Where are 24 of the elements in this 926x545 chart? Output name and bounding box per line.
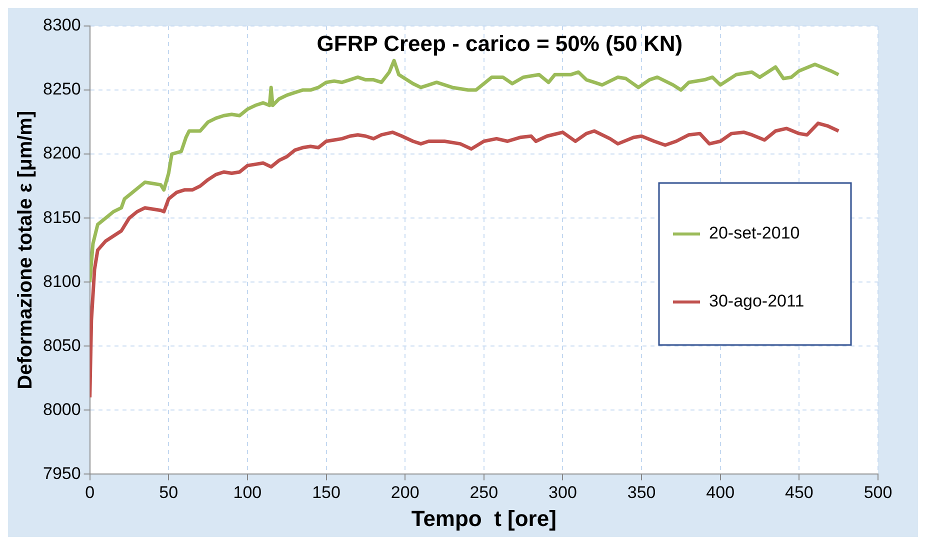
x-tick-label: 450 <box>784 483 814 502</box>
legend-label: 30-ago-2011 <box>709 292 804 311</box>
y-tick-label: 7950 <box>42 464 81 483</box>
y-tick-label: 8250 <box>42 80 81 99</box>
chart-title: GFRP Creep - carico = 50% (50 KN) <box>316 31 683 56</box>
y-tick-label: 8150 <box>42 208 81 227</box>
y-tick-label: 8200 <box>42 144 81 163</box>
x-tick-label: 200 <box>390 483 420 502</box>
legend-label: 20-set-2010 <box>709 224 800 243</box>
y-tick-label: 8100 <box>42 272 81 291</box>
x-tick-label: 500 <box>864 483 892 502</box>
x-tick-label: 100 <box>233 483 262 502</box>
x-tick-label: 0 <box>85 483 95 502</box>
y-tick-label: 8300 <box>42 16 81 35</box>
x-tick-label: 150 <box>312 483 340 502</box>
x-tick-label: 350 <box>627 483 656 502</box>
y-tick-label: 8050 <box>42 336 81 355</box>
y-tick-label: 8000 <box>42 400 81 419</box>
y-axis-title: Deformazione totale ε [μm/m] <box>14 110 37 390</box>
x-axis-title: Tempo t [ore] <box>411 506 556 531</box>
x-tick-label: 300 <box>548 483 577 502</box>
x-tick-label: 250 <box>470 483 498 502</box>
x-tick-label: 50 <box>159 483 178 502</box>
x-tick-label: 400 <box>706 483 735 502</box>
